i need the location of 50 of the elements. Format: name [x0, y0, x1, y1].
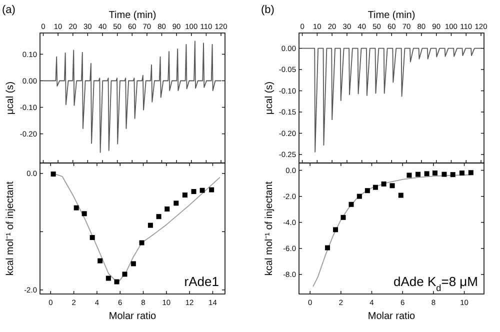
y-axis-title: kcal mol⁻¹ of injectant [5, 181, 16, 276]
point [348, 202, 354, 207]
point [356, 194, 362, 199]
text: (b) [261, 4, 274, 16]
point [90, 235, 95, 240]
y-axis-title: kcal mol⁻¹ of injectant [264, 181, 275, 276]
x-axis-title: Molar ratio [368, 311, 416, 322]
point [174, 200, 179, 206]
text: (a) [2, 4, 16, 16]
point [82, 211, 87, 216]
line-series [42, 40, 222, 153]
point [130, 261, 136, 266]
point [416, 172, 421, 177]
point [98, 258, 103, 264]
point [139, 240, 144, 246]
point [182, 192, 188, 198]
point [406, 172, 412, 178]
line-series [302, 48, 482, 152]
point [74, 205, 79, 210]
point [381, 181, 386, 186]
y-axis-title: μcal (s) [5, 82, 16, 114]
point [50, 172, 56, 177]
x-axis-title: Time (min) [368, 10, 416, 21]
point [398, 192, 404, 198]
point [191, 189, 196, 194]
annotation: dAde K$_{d}$=8 μM [394, 274, 478, 293]
point [468, 170, 474, 176]
point [122, 272, 128, 277]
point [209, 187, 214, 192]
point [424, 171, 430, 176]
point [364, 188, 370, 194]
point [442, 172, 447, 177]
y-axis-title: μcal (s) [264, 82, 275, 114]
point [106, 276, 111, 281]
point [372, 184, 378, 190]
point [333, 227, 338, 232]
point [450, 172, 456, 178]
point [200, 188, 205, 193]
point [114, 279, 120, 284]
point [340, 214, 346, 220]
point [432, 170, 438, 176]
point [156, 214, 162, 220]
point [459, 170, 464, 176]
x-axis-title: Molar ratio [108, 311, 157, 322]
point [390, 183, 395, 188]
annotation: rAde1 [184, 274, 219, 289]
x-axis-title: Time (min) [108, 10, 156, 21]
point [325, 245, 330, 250]
point [164, 206, 170, 212]
point [148, 222, 153, 228]
